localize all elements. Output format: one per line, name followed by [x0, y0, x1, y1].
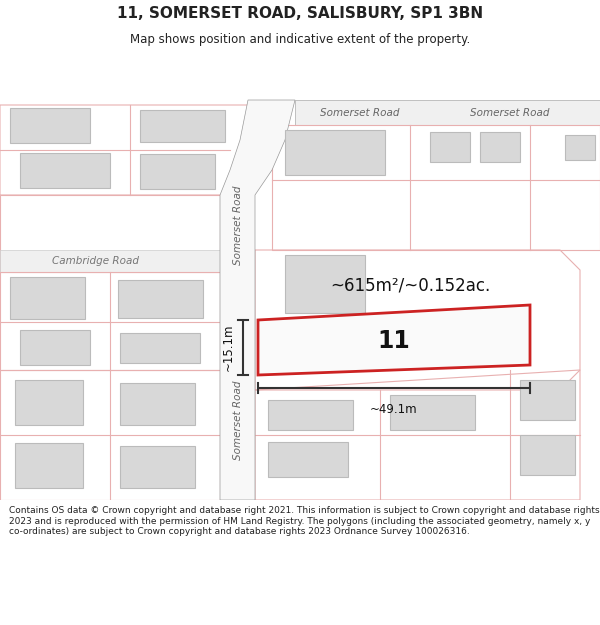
Bar	[268, 442, 348, 477]
Bar	[20, 153, 110, 188]
Polygon shape	[258, 305, 530, 375]
Bar	[480, 132, 520, 162]
Bar	[565, 135, 595, 160]
Text: ~615m²/~0.152ac.: ~615m²/~0.152ac.	[330, 276, 490, 294]
Polygon shape	[220, 100, 295, 500]
Bar	[285, 130, 385, 175]
Bar	[520, 380, 575, 420]
Text: Contains OS data © Crown copyright and database right 2021. This information is : Contains OS data © Crown copyright and d…	[9, 506, 599, 536]
Bar	[15, 380, 83, 425]
Text: Somerset Road: Somerset Road	[233, 380, 243, 460]
Text: Map shows position and indicative extent of the property.: Map shows position and indicative extent…	[130, 32, 470, 46]
Text: Somerset Road: Somerset Road	[470, 108, 550, 118]
Bar	[140, 110, 225, 142]
Text: ~15.1m: ~15.1m	[222, 324, 235, 371]
Bar	[520, 435, 575, 475]
Bar	[118, 280, 203, 318]
Bar	[430, 132, 470, 162]
Bar	[20, 330, 90, 365]
Polygon shape	[0, 250, 220, 272]
Polygon shape	[295, 100, 600, 125]
Text: Cambridge Road: Cambridge Road	[52, 256, 139, 266]
Text: 11: 11	[377, 329, 410, 353]
Bar	[120, 446, 195, 488]
Bar	[268, 400, 353, 430]
Bar	[10, 277, 85, 319]
Bar	[285, 255, 365, 313]
Text: ~49.1m: ~49.1m	[370, 403, 418, 416]
Bar	[390, 395, 475, 430]
Text: Somerset Road: Somerset Road	[320, 108, 400, 118]
Text: Somerset Road: Somerset Road	[233, 185, 243, 265]
Text: 11, SOMERSET ROAD, SALISBURY, SP1 3BN: 11, SOMERSET ROAD, SALISBURY, SP1 3BN	[117, 6, 483, 21]
Bar	[15, 443, 83, 488]
Bar	[140, 154, 215, 189]
Bar	[120, 383, 195, 425]
Bar	[120, 333, 200, 363]
Bar	[10, 108, 90, 143]
